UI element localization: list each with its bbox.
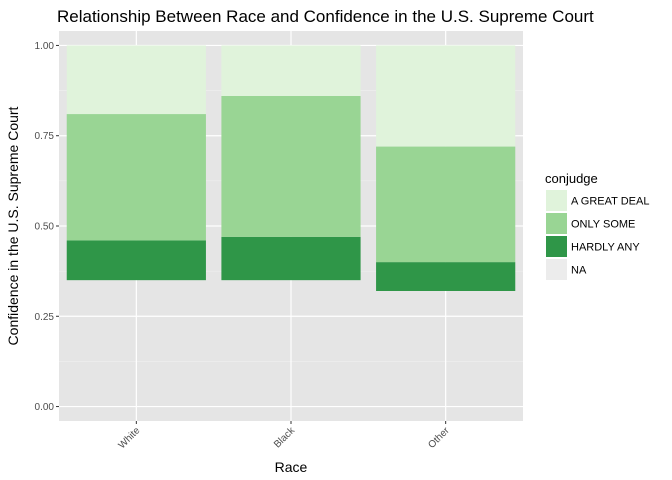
legend-label: A GREAT DEAL (571, 196, 649, 208)
bar-white-a-great-deal (66, 45, 206, 115)
y-tick-label: 0.00 (35, 402, 55, 413)
bars (66, 45, 516, 291)
legend-label: HARDLY ANY (571, 242, 640, 254)
y-axis: 0.00 0.25 0.50 0.75 1.00 (35, 41, 59, 413)
legend-key-hardly-any (546, 236, 567, 257)
bar-other-a-great-deal (376, 45, 516, 147)
x-tick-label: Black (272, 425, 298, 451)
bar-black-a-great-deal (221, 45, 361, 96)
y-tick-label: 1.00 (35, 41, 55, 52)
x-tick-label: Other (426, 425, 452, 451)
bar-white-hardly-any (66, 240, 206, 281)
y-tick-label: 0.75 (35, 131, 55, 142)
chart-title: Relationship Between Race and Confidence… (57, 7, 594, 26)
x-tick-label: White (117, 425, 143, 451)
legend-key-na (546, 259, 567, 280)
legend-label: ONLY SOME (571, 219, 635, 231)
bar-other-hardly-any (376, 262, 516, 291)
legend-label: NA (571, 265, 587, 277)
x-axis-title: Race (275, 459, 308, 475)
bar-other-only-some (376, 146, 516, 263)
legend-key-only-some (546, 213, 567, 234)
legend-title: conjudge (545, 171, 598, 186)
bar-black-hardly-any (221, 236, 361, 281)
y-tick-label: 0.50 (35, 222, 55, 233)
legend: conjudge A GREAT DEAL ONLY SOME HARDLY ANY… (545, 171, 649, 280)
y-axis-title: Confidence in the U.S. Supreme Court (5, 106, 21, 345)
legend-key-a-great-deal (546, 190, 567, 211)
x-axis: White Black Other (117, 421, 452, 451)
y-tick-label: 0.25 (35, 312, 55, 323)
bar-black-only-some (221, 96, 361, 237)
bar-white-only-some (66, 114, 206, 241)
